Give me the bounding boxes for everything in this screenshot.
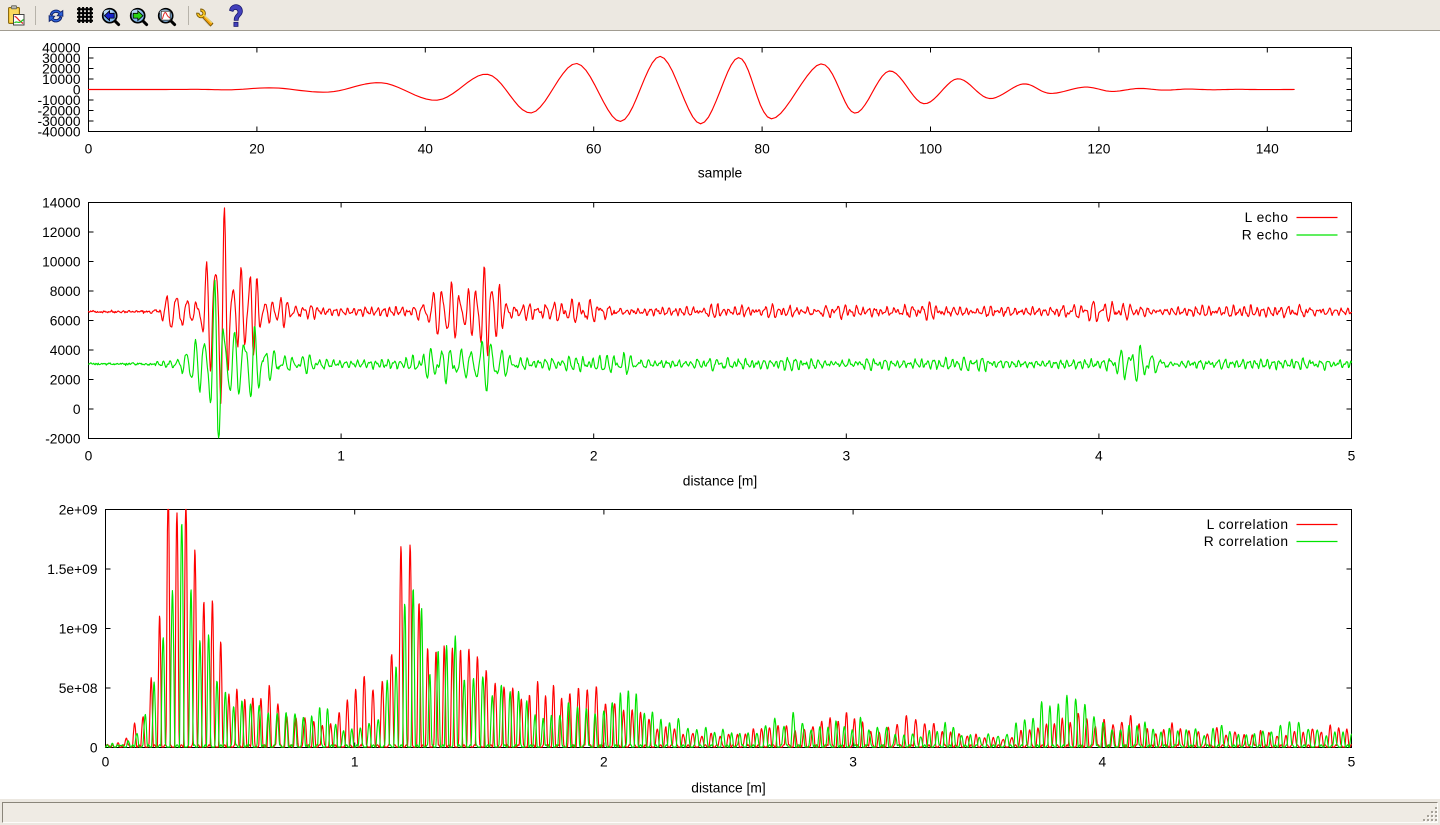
svg-text:0: 0 [73, 82, 81, 97]
svg-text:sample: sample [698, 166, 743, 181]
svg-text:distance [m]: distance [m] [683, 474, 757, 489]
svg-text:1e+09: 1e+09 [59, 621, 98, 636]
svg-text:-30000: -30000 [38, 114, 81, 129]
svg-text:2000: 2000 [50, 372, 81, 387]
svg-text:60: 60 [586, 142, 602, 157]
svg-text:1: 1 [337, 449, 345, 464]
svg-text:100: 100 [919, 142, 942, 157]
svg-text:-20000: -20000 [38, 103, 81, 118]
svg-text:4: 4 [1095, 449, 1103, 464]
svg-text:12000: 12000 [42, 225, 81, 240]
svg-text:L echo: L echo [1245, 210, 1289, 225]
svg-text:0: 0 [90, 740, 98, 755]
svg-text:30000: 30000 [42, 51, 81, 66]
svg-text:80: 80 [754, 142, 770, 157]
svg-text:20: 20 [249, 142, 265, 157]
svg-text:40000: 40000 [42, 40, 81, 55]
svg-text:5: 5 [1348, 449, 1356, 464]
svg-text:10000: 10000 [42, 254, 81, 269]
svg-text:0: 0 [85, 449, 93, 464]
svg-text:3: 3 [842, 449, 850, 464]
svg-text:6000: 6000 [50, 313, 81, 328]
svg-text:5e+08: 5e+08 [59, 681, 98, 696]
svg-text:distance [m]: distance [m] [691, 781, 765, 796]
svg-text:L correlation: L correlation [1207, 517, 1289, 532]
svg-text:10000: 10000 [42, 72, 81, 87]
svg-text:R correlation: R correlation [1204, 534, 1289, 549]
svg-text:1: 1 [351, 755, 359, 770]
svg-text:-2000: -2000 [45, 431, 81, 446]
svg-text:40: 40 [418, 142, 434, 157]
svg-text:4: 4 [1098, 755, 1106, 770]
svg-text:8000: 8000 [50, 284, 81, 299]
svg-text:R echo: R echo [1242, 228, 1289, 243]
svg-text:0: 0 [73, 402, 81, 417]
svg-text:14000: 14000 [42, 195, 81, 210]
svg-text:4000: 4000 [50, 343, 81, 358]
svg-text:-40000: -40000 [38, 124, 81, 139]
svg-text:1.5e+09: 1.5e+09 [47, 562, 98, 577]
svg-text:2: 2 [590, 449, 598, 464]
svg-text:120: 120 [1087, 142, 1110, 157]
svg-text:0: 0 [85, 142, 93, 157]
svg-text:-10000: -10000 [38, 93, 81, 108]
svg-text:3: 3 [849, 755, 857, 770]
svg-text:2: 2 [600, 755, 608, 770]
svg-text:140: 140 [1256, 142, 1279, 157]
svg-text:20000: 20000 [42, 61, 81, 76]
svg-text:0: 0 [102, 755, 110, 770]
svg-text:5: 5 [1348, 755, 1356, 770]
svg-text:2e+09: 2e+09 [59, 502, 98, 517]
